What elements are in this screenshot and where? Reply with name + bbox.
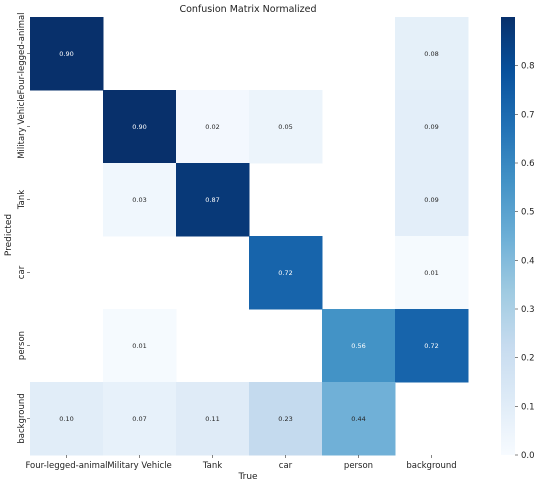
- x-tick-label: Tank: [202, 461, 222, 471]
- heatmap-cell: [322, 309, 396, 383]
- x-tick-label: Four-legged-animal: [25, 461, 107, 471]
- colorbar-tick-label: 0.0: [521, 451, 535, 461]
- y-tick-label: Tank: [17, 190, 27, 210]
- y-tick-label: car: [17, 265, 27, 279]
- x-tick-label: background: [406, 461, 456, 471]
- colorbar: [501, 17, 515, 455]
- colorbar-tick-label: 0.8: [521, 62, 535, 72]
- heatmap-cell: [395, 17, 469, 91]
- cell-value-label: 0.08: [424, 50, 438, 58]
- cell-value-label: 0.72: [278, 269, 292, 277]
- cell-value-label: 0.90: [132, 123, 146, 131]
- cell-value-label: 0.05: [278, 123, 292, 131]
- heatmap-cell: [176, 382, 250, 456]
- y-tick-label: background: [17, 393, 27, 443]
- colorbar-tick-label: 0.4: [521, 256, 535, 266]
- heatmap-cell: [30, 17, 104, 91]
- colorbar-tick-label: 0.5: [521, 208, 535, 218]
- colorbar-tick-label: 0.3: [521, 305, 535, 315]
- heatmap-cell: [249, 90, 323, 164]
- heatmap-cell: [103, 309, 177, 383]
- heatmap-cell: [395, 163, 469, 237]
- cell-value-label: 0.03: [132, 196, 146, 204]
- cell-value-label: 0.07: [132, 415, 146, 423]
- cell-value-label: 0.09: [424, 196, 438, 204]
- cell-value-label: 0.09: [424, 123, 438, 131]
- heatmap-cell: [249, 382, 323, 456]
- y-tick-label: Military Vehicle: [17, 94, 27, 159]
- heatmap-cell: [176, 90, 250, 164]
- heatmap-cell: [395, 236, 469, 310]
- x-axis-ticks: Four-legged-animal Military Vehicle Tank ca…: [25, 455, 457, 471]
- cell-value-label: 0.44: [351, 415, 365, 423]
- cell-value-label: 0.72: [424, 342, 438, 350]
- heatmap-cell: [103, 90, 177, 164]
- y-tick-label: Four-legged-animal: [17, 12, 27, 94]
- heatmap-cell-labels: 0.90 0.08 0.90 0.02 0.05 0.09 0.03 0.87 0.09 0.72…: [59, 50, 438, 423]
- cell-value-label: 0.56: [351, 342, 365, 350]
- heatmap-cell: [322, 382, 396, 456]
- colorbar-tick-label: 0.2: [521, 354, 535, 364]
- cell-value-label: 0.10: [59, 415, 73, 423]
- heatmap-cell: [395, 309, 469, 383]
- y-tick-label: person: [17, 331, 27, 360]
- heatmap-cell: [395, 90, 469, 164]
- chart-title: Confusion Matrix Normalized: [179, 4, 316, 15]
- x-axis-label: True: [237, 472, 258, 482]
- heatmap-cell: [176, 163, 250, 237]
- cell-value-label: 0.90: [59, 50, 73, 58]
- x-tick-label: car: [279, 461, 293, 471]
- colorbar-tick-label: 0.7: [521, 110, 535, 120]
- cell-value-label: 0.11: [205, 415, 219, 423]
- cell-value-label: 0.01: [132, 342, 146, 350]
- heatmap-cell: [249, 236, 323, 310]
- cell-value-label: 0.87: [205, 196, 219, 204]
- x-tick-label: Military Vehicle: [107, 461, 172, 471]
- y-axis-label: Predicted: [4, 214, 14, 256]
- colorbar-ticks: 0.0 0.1 0.2 0.3 0.4 0.5 0.6 0.7 0.8: [515, 62, 535, 461]
- heatmap-cell: [103, 382, 177, 456]
- heatmap-cell: [103, 163, 177, 237]
- x-tick-label: person: [344, 461, 373, 471]
- colorbar-tick-label: 0.1: [521, 402, 535, 412]
- heatmap-cells: [30, 17, 469, 456]
- cell-value-label: 0.02: [205, 123, 219, 131]
- cell-value-label: 0.23: [278, 415, 292, 423]
- cell-value-label: 0.01: [424, 269, 438, 277]
- colorbar-tick-label: 0.6: [521, 159, 535, 169]
- heatmap-cell: [30, 382, 104, 456]
